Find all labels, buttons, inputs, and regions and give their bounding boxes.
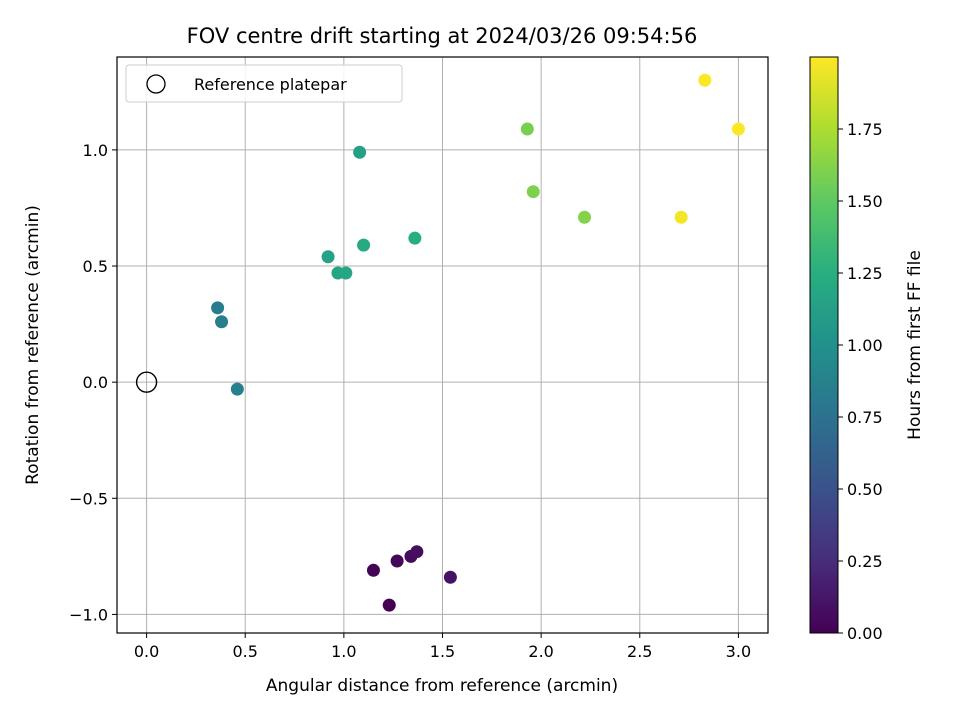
colorbar-tick-label: 0.00: [847, 624, 883, 643]
data-point: [408, 231, 422, 245]
legend-box: [125, 64, 403, 103]
colorbar-ticks: 0.00 0.25 0.50 0.75 1.00 1.25 1.50 1.75: [838, 120, 883, 643]
x-tick-label: 2.5: [627, 642, 652, 661]
legend-reference-marker: [146, 74, 166, 94]
data-point: [382, 598, 396, 612]
grid: [117, 57, 768, 633]
y-tick-label: −0.5: [69, 489, 108, 508]
x-tick-label: 2.0: [528, 642, 553, 661]
data-point: [339, 266, 353, 280]
y-tick-label: 0.5: [83, 257, 108, 276]
colorbar-tick-label: 1.25: [847, 264, 883, 283]
x-tick-label: 0.0: [134, 642, 159, 661]
colorbar-tick-label: 0.25: [847, 552, 883, 571]
data-point: [390, 554, 404, 568]
data-point: [698, 73, 712, 87]
data-point: [230, 382, 244, 396]
reference-platepar-marker: [135, 371, 158, 393]
legend-entry-label: Reference platepar: [194, 75, 347, 94]
data-point: [366, 563, 380, 577]
colorbar-tick-label: 0.75: [847, 408, 883, 427]
y-tick-label: 0.0: [83, 373, 108, 392]
colorbar-tick-label: 1.00: [847, 336, 883, 355]
colorbar: 0.00 0.25 0.50 0.75 1.00 1.25 1.50 1.75 Hours f…: [809, 56, 925, 643]
y-axis-ticks: −1.0 −0.5 0.0 0.5 1.0: [69, 141, 117, 624]
chart-title: FOV centre drift starting at 2024/03/26 …: [187, 24, 698, 48]
data-point: [674, 210, 688, 224]
data-point: [520, 122, 534, 136]
x-tick-label: 1.5: [430, 642, 455, 661]
colorbar-gradient: [809, 56, 839, 634]
data-point: [443, 570, 457, 584]
y-tick-label: −1.0: [69, 605, 108, 624]
colorbar-tick-label: 1.50: [847, 192, 883, 211]
data-point: [578, 210, 592, 224]
data-point: [731, 122, 745, 136]
x-axis-label: Angular distance from reference (arcmin): [266, 676, 618, 696]
colorbar-label: Hours from first FF file: [905, 250, 925, 440]
colorbar-tick-label: 1.75: [847, 120, 883, 139]
data-points: [211, 73, 745, 612]
colorbar-tick-label: 0.50: [847, 480, 883, 499]
x-axis-ticks: 0.0 0.5 1.0 1.5 2.0 2.5 3.0: [134, 633, 751, 661]
y-axis-label: Rotation from reference (arcmin): [23, 205, 43, 485]
x-tick-label: 3.0: [726, 642, 751, 661]
x-tick-label: 1.0: [331, 642, 356, 661]
x-tick-label: 0.5: [233, 642, 258, 661]
data-point: [211, 301, 225, 315]
reference-marker-layer: [135, 371, 158, 393]
data-point: [357, 238, 371, 252]
legend: Reference platepar: [125, 64, 403, 103]
data-point: [353, 145, 367, 159]
data-point: [321, 250, 335, 264]
data-point: [215, 315, 229, 329]
data-point: [526, 185, 540, 199]
y-tick-label: 1.0: [83, 141, 108, 160]
data-point: [410, 545, 424, 559]
